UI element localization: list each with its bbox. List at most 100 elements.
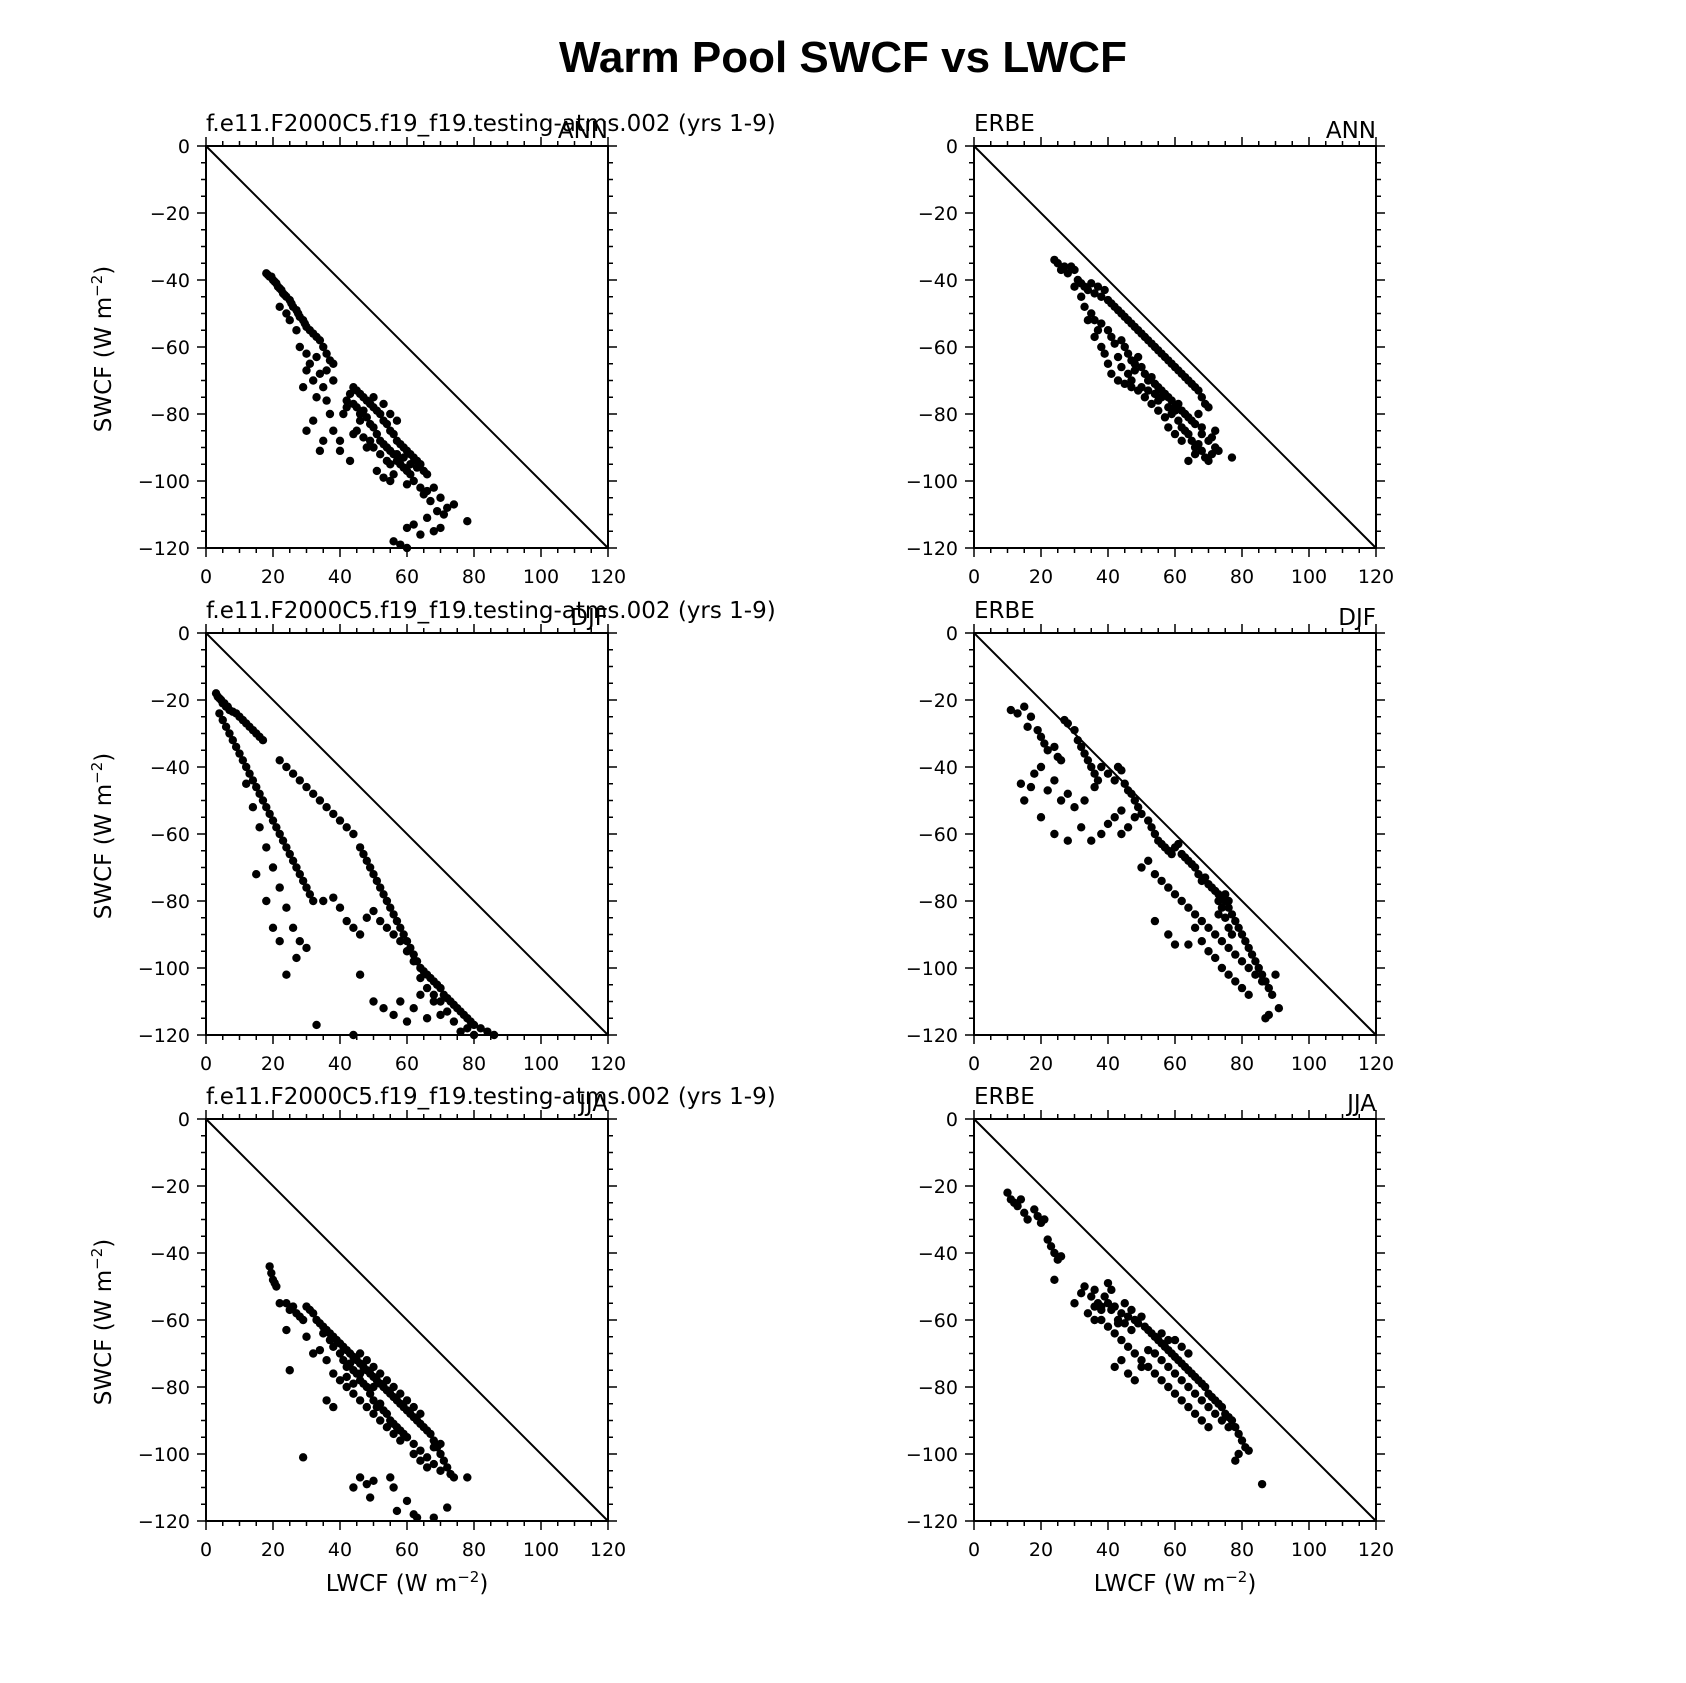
data-point — [1190, 1389, 1200, 1398]
data-point — [1120, 1319, 1129, 1328]
data-point — [1036, 762, 1046, 772]
x-tick-label: 80 — [1230, 1053, 1254, 1075]
data-point — [1130, 1349, 1140, 1358]
data-point — [278, 836, 288, 845]
data-point — [1110, 1329, 1119, 1338]
data-point — [228, 736, 237, 745]
data-point — [382, 1423, 392, 1432]
data-point — [272, 1282, 281, 1291]
data-point — [1040, 1215, 1049, 1224]
data-point — [295, 870, 304, 879]
data-point — [319, 896, 328, 906]
data-point — [443, 1007, 452, 1016]
data-point — [315, 446, 325, 456]
data-point — [1170, 940, 1180, 949]
data-point — [1160, 413, 1170, 422]
data-point — [255, 823, 264, 832]
y-tick-label: −40 — [150, 270, 190, 292]
y-tick-label: −20 — [150, 690, 190, 712]
data-point — [399, 453, 408, 462]
data-point — [1150, 1349, 1160, 1358]
y-tick-label: −20 — [150, 203, 190, 225]
data-point — [436, 1466, 445, 1475]
data-point — [1023, 1215, 1032, 1224]
data-point — [1050, 742, 1059, 752]
data-point — [1026, 782, 1036, 792]
data-point — [1217, 937, 1227, 946]
data-point — [349, 923, 358, 932]
reference-line — [973, 145, 1377, 549]
data-point — [272, 823, 281, 832]
scatter-panel: 0 20 40 60 80 100 120 0 −20 −40 −60 −80 −100 −120 ERBE… — [906, 1084, 1394, 1597]
data-point — [1120, 779, 1129, 788]
x-tick-label: 60 — [1163, 1539, 1187, 1561]
data-point — [292, 953, 301, 963]
y-tick-label: 0 — [946, 136, 958, 158]
data-point — [355, 970, 365, 979]
data-point — [335, 1376, 345, 1385]
data-point — [1164, 883, 1173, 892]
data-point — [1254, 963, 1263, 973]
data-point — [369, 997, 378, 1006]
data-point — [218, 715, 227, 725]
x-tick-label: 0 — [968, 1539, 980, 1561]
data-point — [1050, 1275, 1059, 1285]
data-point — [449, 500, 459, 509]
x-tick-label: 120 — [590, 1539, 626, 1561]
data-point — [288, 923, 298, 932]
data-point — [436, 1010, 445, 1020]
y-tick-label: 0 — [178, 136, 190, 158]
data-point — [409, 520, 418, 529]
data-point — [1003, 1188, 1012, 1197]
data-point — [1204, 1402, 1213, 1412]
data-point — [1204, 947, 1213, 956]
data-point — [1130, 813, 1140, 822]
data-point — [1080, 1282, 1089, 1291]
data-point — [449, 1017, 459, 1026]
data-point — [1257, 970, 1267, 979]
data-point — [238, 756, 248, 765]
data-point — [1204, 923, 1213, 932]
data-point — [1070, 1299, 1079, 1308]
data-point — [386, 903, 395, 912]
data-point — [463, 517, 472, 526]
scatter-panel: 0 20 40 60 80 100 120 0 −20 −40 −60 −80 −100 −120 ERBE… — [906, 598, 1394, 1075]
data-point — [298, 1453, 308, 1462]
data-point — [1164, 1382, 1173, 1392]
y-tick-label: −120 — [138, 1025, 190, 1047]
data-point — [416, 530, 425, 539]
data-point — [389, 1010, 398, 1020]
data-point — [1241, 937, 1250, 946]
data-point — [1130, 366, 1140, 375]
y-tick-label: −80 — [150, 891, 190, 913]
data-point — [231, 742, 241, 752]
data-point — [409, 950, 418, 959]
data-point — [1231, 950, 1240, 959]
data-point — [1164, 403, 1173, 412]
data-point — [369, 1382, 378, 1392]
data-point — [1217, 963, 1227, 973]
data-point — [422, 1453, 432, 1462]
y-tick-label: −80 — [150, 404, 190, 426]
data-point — [1113, 376, 1123, 385]
data-point — [1194, 870, 1203, 879]
reference-line — [205, 1118, 609, 1522]
data-point — [1110, 1362, 1119, 1372]
data-point — [1063, 789, 1073, 798]
x-tick-label: 100 — [523, 566, 559, 588]
data-point — [342, 823, 351, 832]
data-point — [1214, 446, 1223, 456]
data-point — [1103, 1278, 1113, 1288]
data-point — [305, 359, 315, 368]
data-point — [1097, 292, 1106, 301]
data-point — [345, 1359, 355, 1368]
data-point — [1070, 725, 1079, 735]
data-point — [362, 443, 371, 452]
data-point — [1137, 362, 1146, 372]
data-point — [1043, 1235, 1052, 1244]
data-point — [319, 1329, 328, 1338]
data-point — [369, 423, 378, 432]
y-axis-label: SWCF (W m−2) — [88, 266, 117, 432]
data-point — [399, 930, 408, 939]
data-point — [355, 409, 365, 419]
